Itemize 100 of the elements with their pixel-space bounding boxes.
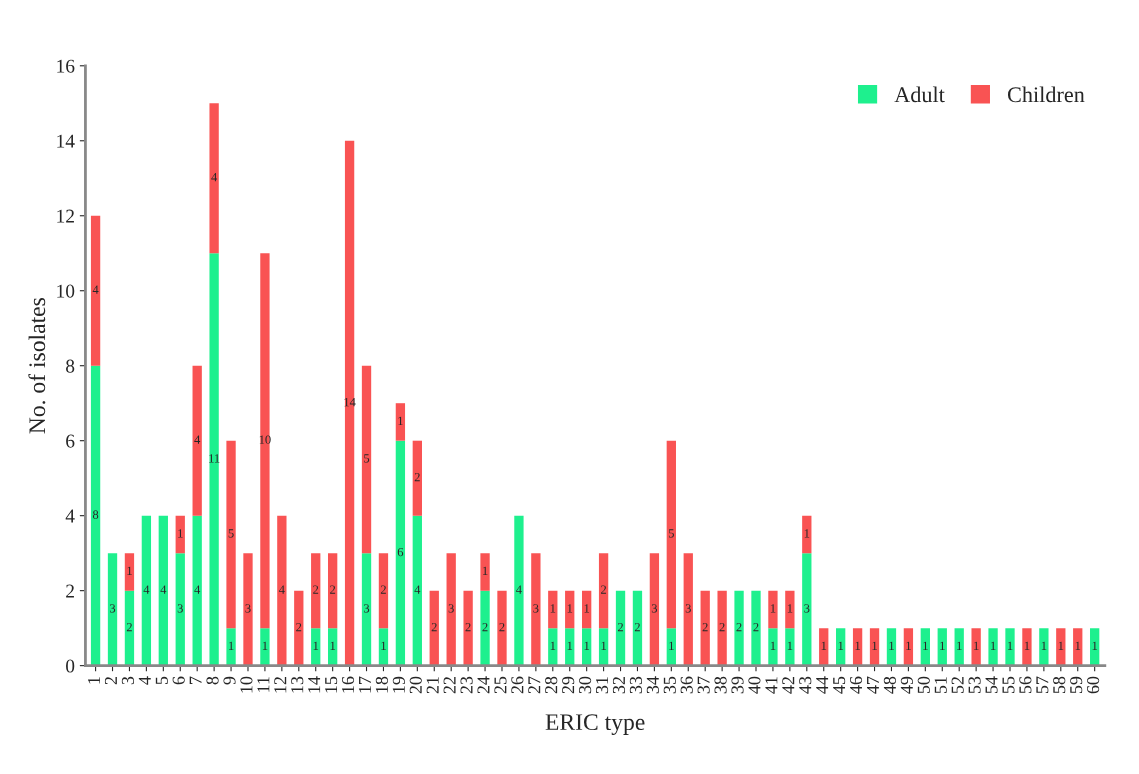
data-label: 4 (194, 585, 201, 594)
data-label: 1 (770, 641, 776, 650)
x-tick-label: 2 (104, 677, 117, 685)
bar (802, 515, 812, 554)
bar (920, 628, 930, 666)
bar (192, 515, 202, 666)
data-label: 1 (584, 641, 590, 650)
data-label: 2 (330, 585, 336, 594)
data-label: 1 (1024, 641, 1030, 650)
bar (395, 440, 406, 666)
bar (548, 590, 558, 629)
data-label: 2 (126, 622, 132, 632)
bar (565, 590, 575, 629)
data-label: 1 (957, 641, 962, 650)
data-label: 1 (550, 604, 556, 613)
data-label: 2 (414, 472, 420, 482)
bar (294, 590, 304, 666)
bar (768, 590, 778, 629)
x-tick-label: 38 (714, 676, 727, 694)
bar (175, 515, 185, 554)
data-label: 2 (719, 622, 725, 632)
data-label: 1 (940, 641, 945, 650)
bar (378, 553, 389, 629)
bar (395, 403, 406, 441)
bar (548, 628, 558, 666)
data-label: 3 (533, 604, 539, 613)
y-tick-label: 6 (66, 434, 75, 448)
x-tick-label: 6 (172, 676, 185, 685)
data-label: 1 (567, 604, 573, 613)
data-label: 5 (364, 454, 370, 463)
bar (632, 590, 643, 666)
data-label: 1 (991, 641, 996, 650)
data-label: 1 (127, 566, 132, 575)
data-label: 2 (482, 622, 488, 632)
bar (328, 628, 338, 666)
x-tick-label: 48 (883, 676, 896, 694)
y-tick-label: 12 (57, 209, 74, 223)
data-label: 4 (92, 285, 99, 294)
x-tick-label: 27 (528, 676, 541, 694)
data-label: 4 (414, 585, 421, 594)
data-label: 2 (313, 585, 319, 594)
x-tick-label: 32 (612, 677, 626, 694)
bar (582, 590, 592, 629)
data-label: 2 (736, 622, 742, 632)
bar (243, 553, 253, 666)
data-label: 1 (787, 604, 793, 613)
bar (785, 628, 795, 666)
x-tick-label: 30 (579, 676, 592, 694)
bar (598, 628, 609, 666)
bar (514, 515, 524, 666)
x-tick-label: 58 (1053, 676, 1066, 694)
bar (768, 628, 778, 666)
data-label: 1 (974, 641, 979, 650)
x-tick-label: 53 (968, 676, 981, 694)
bar (463, 590, 473, 666)
bar (260, 628, 270, 666)
bar (124, 553, 135, 591)
data-label: 1 (229, 641, 234, 650)
data-label: 1 (550, 641, 556, 650)
x-tick-label: 31 (595, 677, 609, 694)
bar (836, 628, 846, 666)
x-tick-label: 9 (223, 676, 236, 685)
x-axis-title: ERIC type (545, 714, 645, 735)
x-tick-label: 54 (985, 676, 998, 694)
data-label: 1 (770, 604, 776, 613)
bar (734, 590, 744, 666)
bar (649, 553, 660, 666)
x-tick-label: 39 (731, 676, 744, 694)
bar (226, 440, 236, 629)
x-tick-label: 4 (138, 676, 151, 685)
bar (802, 553, 812, 666)
data-label: 4 (160, 585, 167, 594)
data-label: 1 (838, 641, 844, 650)
bar (480, 590, 490, 666)
data-label: 1 (262, 641, 268, 650)
bar (328, 553, 338, 629)
x-tick-label: 56 (1019, 676, 1032, 694)
bar (141, 515, 152, 666)
data-label: 2 (702, 622, 708, 632)
bar (124, 590, 135, 666)
x-tick-label: 52 (951, 677, 964, 694)
x-tick-label: 13 (291, 676, 304, 693)
bar (361, 365, 372, 554)
x-tick-label: 60 (1087, 676, 1100, 694)
bar (1039, 628, 1049, 666)
bar (886, 628, 897, 666)
bar (226, 628, 236, 666)
bar (429, 590, 439, 666)
x-tick-label: 10 (240, 676, 253, 693)
bar (598, 553, 609, 629)
legend-label: Adult (894, 86, 945, 103)
data-label: 3 (685, 604, 691, 613)
data-label: 1 (483, 566, 488, 575)
bar (412, 515, 422, 666)
bar (819, 628, 829, 666)
x-tick-label: 51 (934, 677, 947, 694)
x-tick-label: 55 (1002, 676, 1015, 694)
data-label: 1 (1007, 641, 1013, 650)
data-label: 2 (634, 622, 640, 632)
data-label: 5 (228, 529, 234, 538)
